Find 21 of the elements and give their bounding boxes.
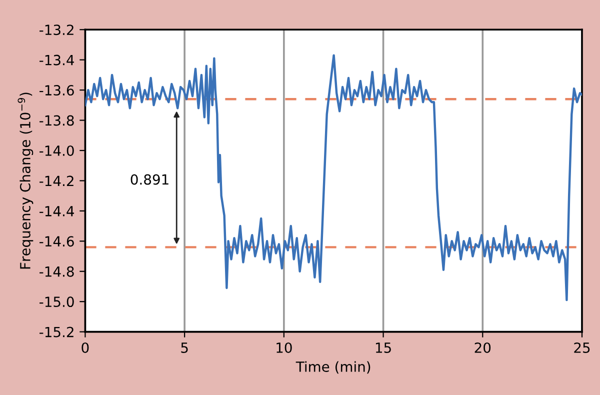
y-tick-label: -13.8 [40, 115, 74, 126]
y-tick-label: -14.2 [40, 176, 74, 186]
x-tick-label: 10 [276, 342, 292, 353]
y-tick-label: -15.0 [40, 296, 74, 308]
y-tick-label: -15.2 [40, 326, 74, 338]
y-tick-label: -13.6 [40, 85, 74, 96]
y-tick-label: -13.4 [40, 54, 74, 66]
x-tick-label: 5 [181, 342, 188, 353]
x-tick-label: 20 [474, 342, 491, 353]
x-tick-label: 15 [376, 342, 391, 353]
y-tick-label: -14.4 [40, 206, 74, 216]
x-axis-title: Time (min) [296, 361, 370, 374]
y-axis-title: Frequency Change (10$^{−9}$) [18, 92, 34, 269]
y-tick-label: -14.0 [40, 145, 74, 156]
annotation: 0.891 [130, 174, 168, 185]
line-series [85, 54, 582, 302]
x-tick-label: 0 [82, 342, 89, 353]
y-tick-label: -14.6 [40, 236, 74, 247]
x-tick-label: 25 [574, 342, 590, 353]
y-tick-label: -14.8 [40, 266, 74, 277]
y-tick-label: -13.2 [40, 24, 74, 36]
